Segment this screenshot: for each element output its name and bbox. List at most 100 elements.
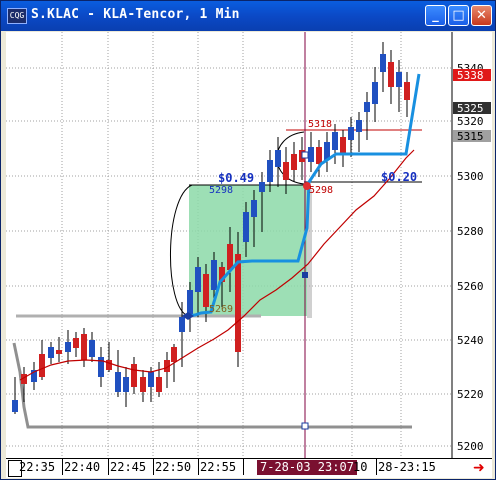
low-right-label: 5298 bbox=[309, 185, 333, 196]
candle-body bbox=[21, 374, 27, 384]
time-separator bbox=[198, 459, 199, 475]
node-markers[interactable] bbox=[182, 151, 311, 430]
time-label: 22:35 bbox=[19, 460, 56, 474]
time-label: 22:50 bbox=[155, 460, 192, 474]
candle-body bbox=[404, 82, 410, 100]
time-separator bbox=[108, 459, 109, 475]
candle-body bbox=[235, 254, 241, 352]
selected-point-marker[interactable] bbox=[303, 182, 311, 190]
base-left-label: 5269 bbox=[209, 304, 233, 315]
candle-body bbox=[227, 244, 233, 270]
candle-body bbox=[243, 212, 249, 242]
candle-body bbox=[115, 372, 121, 392]
candle-body bbox=[219, 267, 225, 282]
candle-body bbox=[324, 142, 330, 160]
candle-body bbox=[73, 338, 79, 348]
candle-body bbox=[148, 372, 154, 387]
candle-body bbox=[283, 162, 289, 180]
candle-body bbox=[123, 377, 129, 392]
dark-price-tag-text: 5325 bbox=[457, 102, 484, 115]
candle-body bbox=[39, 354, 45, 377]
moving-average-line bbox=[19, 149, 415, 381]
time-label: 28-23:15 bbox=[378, 460, 436, 474]
candle-body bbox=[187, 290, 193, 317]
minimize-button[interactable]: _ bbox=[425, 5, 446, 26]
window-title: S.KLAC - KLA-Tencor, 1 Min bbox=[31, 7, 240, 22]
price-label: 5260 bbox=[457, 280, 484, 293]
candle-body bbox=[364, 102, 370, 112]
cqg-app-icon: CQG bbox=[7, 8, 27, 24]
crosshair-time-label: 7-28-03 23:07 bbox=[257, 460, 357, 475]
candle-body bbox=[65, 342, 71, 352]
candle-body bbox=[156, 377, 162, 392]
close-button[interactable]: ✕ bbox=[471, 5, 492, 26]
candle-body bbox=[195, 267, 201, 292]
scroll-right-arrow-icon[interactable]: ➜ bbox=[473, 460, 485, 476]
time-label: 10 bbox=[353, 460, 368, 474]
candle-body bbox=[56, 350, 62, 354]
candle-body bbox=[211, 260, 217, 290]
time-label: 22:55 bbox=[200, 460, 237, 474]
zone-bracket bbox=[169, 184, 193, 317]
candle-body bbox=[179, 317, 185, 332]
candle-body bbox=[251, 200, 257, 217]
low-left-label: 5298 bbox=[209, 185, 233, 196]
candle-body bbox=[81, 334, 87, 360]
price-label: 5280 bbox=[457, 225, 484, 238]
candle-body bbox=[140, 377, 146, 392]
high-right-label: 5318 bbox=[308, 119, 332, 130]
candle-body bbox=[98, 357, 104, 377]
maximize-button[interactable]: □ bbox=[448, 5, 469, 26]
candle-body bbox=[131, 364, 137, 387]
move-left-label: $0.49 bbox=[218, 171, 254, 185]
candle-body bbox=[340, 137, 346, 154]
time-separator bbox=[153, 459, 154, 475]
candle-body bbox=[316, 147, 322, 164]
time-label: 22:45 bbox=[110, 460, 147, 474]
time-label: 22:40 bbox=[64, 460, 101, 474]
dark-price-tag bbox=[453, 102, 491, 114]
gray-price-tag-text: 5315 bbox=[457, 130, 484, 143]
last-price-tag bbox=[453, 69, 491, 81]
price-label: 5200 bbox=[457, 440, 484, 453]
gray-indicator-line bbox=[12, 342, 412, 429]
crosshair-node-marker[interactable] bbox=[302, 272, 308, 278]
candle-body bbox=[332, 132, 338, 150]
candle-bars bbox=[12, 42, 410, 414]
time-axis[interactable]: 22:35 22:40 22:45 22:50 22:55 7-28-03 23… bbox=[6, 458, 492, 478]
candle-body bbox=[291, 154, 297, 170]
price-chart-area[interactable]: $0.49 5298 5269 $0.20 5318 5298 5340 532… bbox=[6, 32, 492, 478]
candle-body bbox=[31, 370, 37, 382]
move-right-label: $0.20 bbox=[381, 170, 417, 184]
candle-body bbox=[356, 120, 362, 132]
candle-body bbox=[171, 347, 177, 362]
trend-line bbox=[187, 73, 421, 318]
candle-body bbox=[388, 62, 394, 87]
candle-body bbox=[203, 274, 209, 307]
candle-body bbox=[164, 360, 170, 372]
candle-body bbox=[348, 127, 354, 140]
time-axis-box[interactable] bbox=[8, 460, 22, 477]
title-bar[interactable]: CQG S.KLAC - KLA-Tencor, 1 Min _ □ ✕ bbox=[1, 1, 495, 31]
candle-body bbox=[48, 347, 54, 358]
base-point-marker[interactable] bbox=[182, 312, 194, 320]
time-separator bbox=[243, 459, 244, 475]
gray-price-tag bbox=[453, 130, 491, 142]
candle-body bbox=[267, 160, 273, 182]
candle-body bbox=[275, 150, 281, 167]
price-label: 5240 bbox=[457, 334, 484, 347]
candle-body bbox=[372, 82, 378, 104]
candle-body bbox=[396, 72, 402, 87]
last-price-tag-text: 5338 bbox=[457, 69, 484, 82]
zone-shadow bbox=[307, 190, 312, 318]
candle-body bbox=[89, 340, 95, 357]
crosshair-bottom-marker[interactable] bbox=[301, 422, 309, 430]
price-label: 5220 bbox=[457, 388, 484, 401]
candle-body bbox=[308, 147, 314, 162]
time-separator bbox=[62, 459, 63, 475]
time-separator bbox=[376, 459, 377, 475]
candlestick-chart[interactable]: $0.49 5298 5269 $0.20 5318 5298 5340 532… bbox=[6, 32, 492, 458]
price-label: 5320 bbox=[457, 115, 484, 128]
consolidation-marker[interactable] bbox=[301, 151, 309, 159]
